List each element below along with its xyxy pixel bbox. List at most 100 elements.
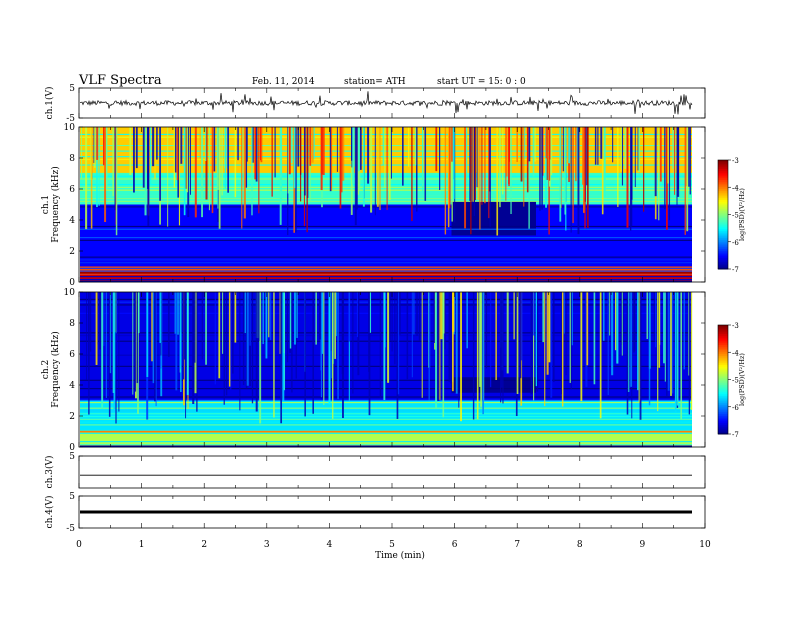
ch2-spec-colorbar-label: log(PSD)(V²/Hz) [738,353,746,406]
ch3-ytick-label: 5 [69,452,75,462]
ch2-spec-colorbar-cell [718,388,728,391]
ch1-spec-streak [384,127,386,188]
ch2-spec-streak [184,292,186,360]
ch1-spec-streak [227,127,230,193]
ch1-spec-streak [658,127,660,221]
ch1-spec-streak [677,127,680,197]
ch2-spec-streak [259,292,262,424]
ch2-spec-streak [258,292,260,341]
ch1-spec-streak [643,127,645,212]
ch2-spec-colorbar-cell [718,335,728,339]
ch1-spec-colorbar-cell [718,241,728,245]
ch1-spec-streak [666,127,668,230]
ch1-spec-streak [297,127,300,167]
ch2-spec-streak [627,292,630,393]
ch1-spec-streak [523,127,525,207]
ch1-spec-streak [340,127,343,193]
ch2-spec-colorbar-cell [718,424,728,428]
ch2-spec-colorbar-cell [718,364,728,368]
ch2-spec-colorbar-cell [718,404,728,408]
ch2-spec-streak [357,292,360,376]
ch1-spec-colorbar-cell [718,176,728,179]
ch1-spec-streak [174,127,177,173]
ch1-spec-streak [218,127,221,229]
ch4-ytick-label: 5 [69,492,75,502]
ch1-spec-colorbar-cell [718,243,728,246]
ch2-spec-colorbar-cell [718,325,728,328]
ch1-spec-streak [508,127,510,162]
ch1-spec-ylabel-line: Frequency (kHz) [50,166,61,243]
ch1-spec-ytick-label: 6 [69,185,75,195]
ch1-spec-stripe [80,225,692,227]
ch2-spec-ytick-label: 2 [69,412,75,422]
ch2-spec-streak [294,292,296,345]
ch2-spec-streak [265,292,268,359]
ch2-spec-streak [101,292,104,409]
ch1-spec-streak [251,127,254,163]
ch1-spec-ylabel-line: ch.1 [41,195,51,214]
ch2-spec-streak [331,292,333,379]
ch2-spec-streak [268,292,270,338]
ch1-spec-streak [362,127,365,207]
ch1-spec-streak [186,127,189,193]
ch1-spec-streak [183,127,186,216]
ch1-spec-streak [251,127,253,216]
ch2-spec-streak [603,292,605,341]
ch1-spec-streak [226,127,228,169]
ch1-spec-streak [631,127,633,227]
ch2-spec-streak [521,292,523,361]
ch2-spec-streak [438,292,441,400]
ch2-spec-streak [479,292,482,387]
ch1-spec-streak [370,127,373,213]
ch2-spec-colorbar-cell [718,399,728,402]
ch2-spec-streak [348,292,351,342]
ch1-spec-streak [676,127,678,206]
ch2-spec-streak [168,292,170,357]
ch2-spec-streak [103,292,105,346]
ch1-spec-streak [104,127,107,223]
ch2-spec-streak [113,292,116,410]
ch1-spec-streak [176,127,179,181]
ch1-spec-lf-line [80,271,692,274]
ch1-spec-streak [154,127,156,179]
ch1-spec-streak [469,127,471,201]
ch1-spec-colorbar-cell [718,230,728,234]
ch2-spec-streak [291,292,293,393]
ch1-spec-colorbar-cell [718,209,728,212]
ch2-spec-lf-line [80,430,692,433]
ch1-spec-streak [190,127,192,195]
ch2-spec-streak [177,292,179,335]
ch2-spec-streak [458,292,460,408]
ch2-spec-streak [648,292,651,406]
ch2-spec-streak [205,292,207,365]
ch2-spec-streak [391,292,393,352]
ch2-spec-colorbar-cell [718,357,728,361]
ch1-spec-streak [115,127,118,236]
ch2-spec-streak [476,292,479,420]
ch2-spec-streak [239,292,241,411]
ch2-spec-streak [421,292,423,398]
ch2-spec-streak [242,292,245,386]
ch1-spec-ytick-label: 8 [69,154,75,164]
ch1-spec-colorbar-cell [718,163,728,166]
ch2-spec-colorbar-cell [718,403,728,406]
ch1-spec-streak [570,127,572,233]
ch2-spec-streak [593,292,596,385]
ch1-spec-streak [388,127,391,200]
ch1-spec-stripe [80,262,692,264]
ch2-spec-stripe [80,388,692,390]
ch1-spec-colorbar-cell [718,187,728,190]
ch2-spec-streak [348,292,350,401]
ch1-spec-stripe [80,237,692,239]
ch1-spec-streak [584,127,586,229]
ch1-spec-stripe [80,270,692,272]
ch1-spec-stripe [80,144,692,147]
ch2-spec-streak [413,292,415,335]
ch2-spec-ytick-label: 10 [64,288,76,298]
ch2-spec-streak [472,292,475,420]
ch1-spec-colorbar-cell [718,189,728,192]
ch2-spec-streak [86,292,88,380]
ch1-spec-streak [156,127,158,160]
ch2-spec-streak [136,292,139,384]
ch4-ylabel: ch.4(V) [44,496,55,529]
